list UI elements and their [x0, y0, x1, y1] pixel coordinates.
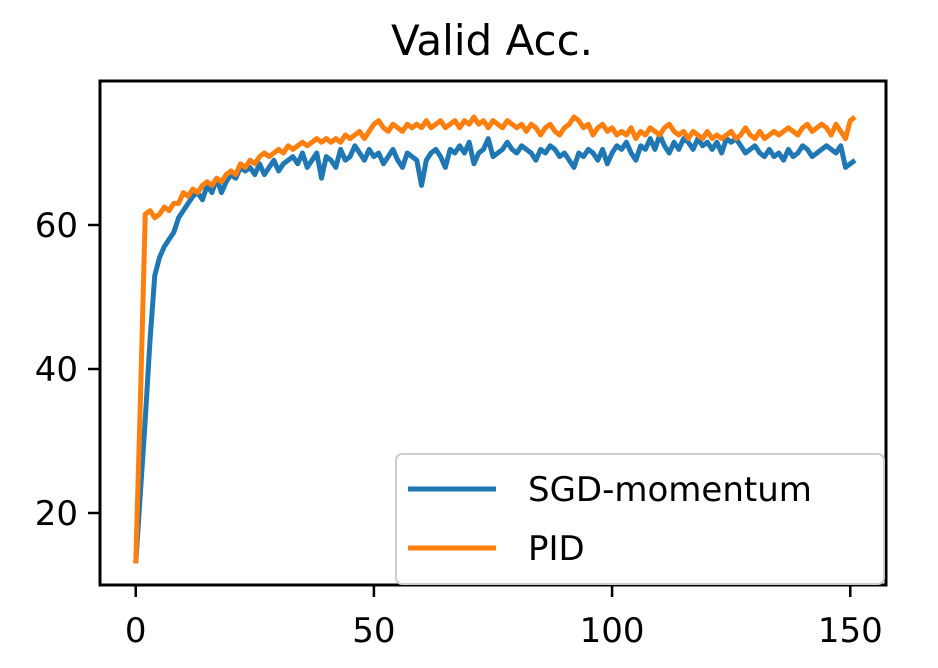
- chart-title: Valid Acc.: [391, 16, 593, 65]
- series-layer: [133, 114, 857, 564]
- legend-label-pid: PID: [528, 529, 585, 569]
- legend-label-sgd: SGD-momentum: [528, 470, 812, 510]
- x-tick-label: 50: [352, 611, 395, 651]
- legend-box: [395, 453, 885, 585]
- x-tick-label: 150: [818, 611, 883, 651]
- x-tick-label: 100: [580, 611, 645, 651]
- y-tick-label: 40: [35, 350, 78, 390]
- x-tick-label: 0: [125, 611, 147, 651]
- series-line-pid: [133, 114, 857, 564]
- y-tick-label: 60: [35, 206, 78, 246]
- axis-layer: 0 50 100 150 20 40 60: [35, 206, 883, 651]
- y-tick-label: 20: [35, 494, 78, 534]
- legend: SGD-momentum PID: [395, 453, 885, 585]
